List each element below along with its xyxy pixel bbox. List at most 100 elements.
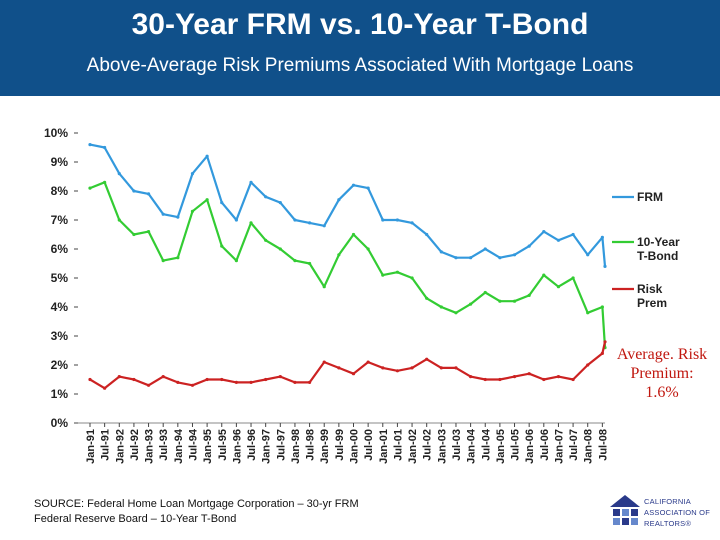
data-point bbox=[600, 235, 604, 239]
x-tick-label: Jan-95 bbox=[202, 429, 214, 464]
x-tick-label: Jul-02 bbox=[422, 429, 434, 461]
data-point bbox=[117, 375, 121, 379]
legend-label: FRM bbox=[637, 190, 663, 204]
x-tick-label: Jan-07 bbox=[553, 429, 565, 464]
legend-label: 10-Year T-Bond bbox=[637, 235, 680, 263]
data-point bbox=[381, 366, 385, 370]
x-tick-label: Jan-00 bbox=[349, 429, 361, 464]
y-tick-label: 2% bbox=[51, 358, 69, 372]
data-point bbox=[439, 250, 443, 254]
data-point bbox=[161, 375, 165, 379]
data-point bbox=[425, 357, 429, 361]
data-point bbox=[146, 383, 151, 387]
x-tick-label: Jan-03 bbox=[436, 429, 448, 464]
data-point bbox=[586, 253, 590, 257]
data-point bbox=[439, 305, 443, 309]
data-point bbox=[586, 363, 590, 367]
data-point bbox=[220, 377, 224, 382]
house-grid-logo-icon bbox=[610, 495, 640, 525]
data-point bbox=[469, 302, 473, 306]
x-tick-label: Jul-08 bbox=[597, 429, 609, 461]
data-point bbox=[351, 232, 356, 237]
data-point bbox=[381, 273, 385, 277]
data-point bbox=[307, 261, 312, 266]
data-point bbox=[395, 218, 400, 222]
data-point bbox=[527, 293, 531, 297]
legend-label: Risk Prem bbox=[637, 282, 667, 310]
data-point bbox=[556, 238, 561, 242]
y-tick-label: 6% bbox=[51, 242, 69, 256]
data-point bbox=[190, 383, 195, 387]
data-point bbox=[220, 244, 224, 248]
x-tick-label: Jul-98 bbox=[305, 429, 317, 461]
x-tick-label: Jul-00 bbox=[363, 429, 375, 461]
data-point bbox=[176, 256, 180, 260]
data-point bbox=[556, 285, 561, 289]
data-point bbox=[542, 230, 546, 234]
data-point bbox=[205, 198, 209, 202]
data-point bbox=[425, 296, 429, 300]
data-point bbox=[132, 189, 136, 193]
data-point bbox=[351, 183, 356, 187]
data-point bbox=[322, 224, 326, 228]
plot-area bbox=[78, 133, 605, 423]
y-tick-label: 3% bbox=[51, 329, 69, 343]
data-point bbox=[264, 377, 268, 382]
data-point bbox=[220, 201, 224, 205]
data-point bbox=[483, 290, 487, 295]
x-tick-label: Jan-98 bbox=[290, 429, 302, 464]
y-tick-label: 5% bbox=[51, 271, 69, 285]
data-point bbox=[132, 377, 136, 382]
data-point bbox=[454, 366, 458, 370]
data-point bbox=[527, 244, 531, 248]
y-tick-label: 7% bbox=[51, 213, 69, 227]
x-tick-label: Jul-95 bbox=[217, 429, 229, 461]
data-point bbox=[161, 259, 165, 263]
x-tick-label: Jul-03 bbox=[451, 429, 463, 461]
data-point bbox=[512, 375, 517, 379]
data-point bbox=[88, 377, 92, 382]
data-point bbox=[410, 366, 414, 370]
data-point bbox=[337, 198, 341, 202]
data-point bbox=[586, 311, 590, 315]
data-point bbox=[322, 285, 326, 289]
car-logo: CALIFORNIA ASSOCIATION OF REALTORS® bbox=[608, 493, 718, 533]
data-point bbox=[307, 221, 312, 225]
data-point bbox=[410, 221, 414, 225]
data-point bbox=[483, 377, 487, 382]
data-point bbox=[234, 380, 238, 384]
data-point bbox=[337, 366, 341, 370]
data-point bbox=[366, 186, 370, 190]
data-point bbox=[600, 351, 604, 355]
data-point bbox=[542, 273, 546, 277]
x-tick-label: Jan-01 bbox=[378, 429, 390, 464]
x-tick-label: Jul-99 bbox=[334, 429, 346, 461]
x-tick-label: Jul-94 bbox=[187, 428, 199, 461]
x-tick-label: Jul-92 bbox=[129, 429, 141, 461]
data-point bbox=[117, 218, 121, 222]
data-point bbox=[176, 380, 180, 384]
data-point bbox=[439, 366, 443, 370]
x-tick-label: Jan-92 bbox=[114, 429, 126, 464]
y-tick-label: 9% bbox=[51, 155, 69, 169]
data-point bbox=[278, 375, 282, 379]
data-point bbox=[571, 232, 575, 237]
y-tick-label: 0% bbox=[51, 416, 69, 430]
data-point bbox=[103, 386, 107, 390]
data-point bbox=[322, 360, 326, 364]
x-tick-label: Jan-94 bbox=[173, 428, 185, 464]
data-point bbox=[264, 238, 268, 242]
data-point bbox=[146, 192, 151, 196]
x-tick-label: Jul-91 bbox=[100, 429, 112, 461]
data-point bbox=[249, 180, 253, 184]
data-point bbox=[132, 232, 136, 237]
x-tick-label: Jul-93 bbox=[158, 429, 170, 461]
data-point bbox=[512, 299, 517, 303]
y-tick-label: 8% bbox=[51, 184, 69, 198]
x-tick-label: Jan-99 bbox=[319, 429, 331, 464]
data-point bbox=[512, 253, 517, 257]
x-tick-label: Jan-06 bbox=[524, 429, 536, 464]
data-point bbox=[600, 305, 604, 309]
x-tick-label: Jan-93 bbox=[144, 429, 156, 464]
